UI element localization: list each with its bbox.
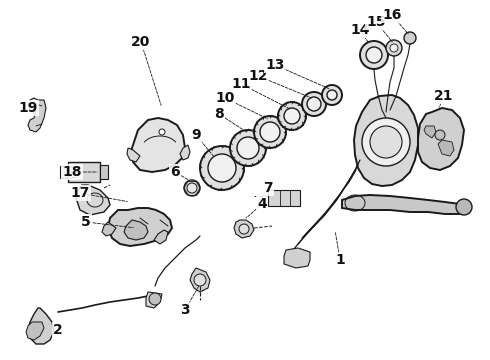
Polygon shape [28,308,54,344]
Polygon shape [268,190,300,206]
Polygon shape [180,145,190,160]
Polygon shape [100,165,108,179]
Polygon shape [28,98,46,132]
Text: 10: 10 [215,91,235,105]
Polygon shape [438,140,454,156]
Polygon shape [284,248,310,268]
Circle shape [278,102,306,130]
Circle shape [360,41,388,69]
Circle shape [366,47,382,63]
Circle shape [284,108,300,124]
Polygon shape [76,185,110,215]
Circle shape [200,146,244,190]
Polygon shape [102,222,116,236]
Polygon shape [234,220,254,238]
Circle shape [456,199,472,215]
Polygon shape [26,322,44,340]
Circle shape [208,154,236,182]
Circle shape [237,137,259,159]
Text: 9: 9 [191,128,201,142]
Text: 3: 3 [180,303,190,317]
Circle shape [390,44,398,52]
Polygon shape [418,108,464,170]
Text: 17: 17 [70,186,90,200]
Text: 21: 21 [434,89,454,103]
Circle shape [327,90,337,100]
Circle shape [194,274,206,286]
Circle shape [322,85,342,105]
Text: 6: 6 [170,165,180,179]
Circle shape [254,116,286,148]
Circle shape [230,130,266,166]
Circle shape [362,118,410,166]
Text: 16: 16 [382,8,402,22]
Circle shape [307,97,321,111]
Text: 18: 18 [62,165,82,179]
Circle shape [370,126,402,158]
Circle shape [149,293,161,305]
Text: 4: 4 [257,197,267,211]
Polygon shape [146,292,162,308]
Text: 1: 1 [335,253,345,267]
Text: 19: 19 [18,101,38,115]
Text: 15: 15 [366,15,386,29]
Circle shape [187,183,197,193]
Text: 5: 5 [81,215,91,229]
Text: 2: 2 [53,323,63,337]
Text: 8: 8 [214,107,224,121]
Polygon shape [154,230,168,244]
Polygon shape [127,148,140,162]
Polygon shape [354,95,418,186]
Circle shape [159,129,165,135]
Text: 20: 20 [131,35,151,49]
Polygon shape [424,126,436,138]
Polygon shape [190,268,210,292]
Circle shape [302,92,326,116]
Polygon shape [60,166,68,178]
Circle shape [386,40,402,56]
Circle shape [404,32,416,44]
Circle shape [239,224,249,234]
Polygon shape [342,195,468,214]
Polygon shape [124,220,148,240]
Polygon shape [68,162,100,182]
Text: 14: 14 [350,23,370,37]
Text: 11: 11 [231,77,251,91]
Text: 12: 12 [248,69,268,83]
Polygon shape [108,208,172,246]
Polygon shape [132,118,185,172]
Circle shape [184,180,200,196]
Text: 13: 13 [265,58,285,72]
Circle shape [435,130,445,140]
Circle shape [260,122,280,142]
Text: 7: 7 [263,181,273,195]
